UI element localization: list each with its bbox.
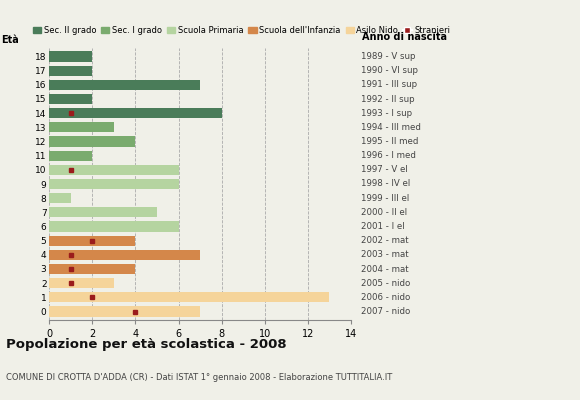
Bar [49,150,92,161]
Bar [49,236,136,246]
Text: 2004 - mat: 2004 - mat [361,264,408,274]
Text: 2000 - II el: 2000 - II el [361,208,407,217]
Bar [49,108,222,118]
Text: Anno di nascita: Anno di nascita [362,32,448,42]
Text: COMUNE DI CROTTA D'ADDA (CR) - Dati ISTAT 1° gennaio 2008 - Elaborazione TUTTITA: COMUNE DI CROTTA D'ADDA (CR) - Dati ISTA… [6,373,392,382]
Bar [49,51,92,62]
Text: 2006 - nido: 2006 - nido [361,293,410,302]
Text: 1989 - V sup: 1989 - V sup [361,52,415,61]
Text: 1998 - IV el: 1998 - IV el [361,180,410,188]
Bar [49,179,179,189]
Bar [49,136,136,146]
Bar [49,80,200,90]
Bar [49,250,200,260]
Bar [49,264,136,274]
Text: Età: Età [1,35,19,45]
Bar [49,278,114,288]
Text: Popolazione per età scolastica - 2008: Popolazione per età scolastica - 2008 [6,338,287,351]
Bar [49,122,114,132]
Text: 2005 - nido: 2005 - nido [361,279,410,288]
Text: 1990 - VI sup: 1990 - VI sup [361,66,418,75]
Text: 2003 - mat: 2003 - mat [361,250,408,259]
Text: 2001 - I el: 2001 - I el [361,222,404,231]
Bar [49,193,71,203]
Text: 2002 - mat: 2002 - mat [361,236,408,245]
Text: 1992 - II sup: 1992 - II sup [361,94,414,104]
Text: 1991 - III sup: 1991 - III sup [361,80,417,89]
Text: 2007 - nido: 2007 - nido [361,307,410,316]
Bar [49,221,179,232]
Text: 1993 - I sup: 1993 - I sup [361,109,412,118]
Bar [49,165,179,175]
Bar [49,292,329,302]
Text: 1994 - III med: 1994 - III med [361,123,420,132]
Bar [49,306,200,317]
Text: 1999 - III el: 1999 - III el [361,194,409,203]
Bar [49,66,92,76]
Text: 1995 - II med: 1995 - II med [361,137,418,146]
Bar [49,207,157,218]
Text: 1996 - I med: 1996 - I med [361,151,416,160]
Text: 1997 - V el: 1997 - V el [361,165,408,174]
Legend: Sec. II grado, Sec. I grado, Scuola Primaria, Scuola dell'Infanzia, Asilo Nido, : Sec. II grado, Sec. I grado, Scuola Prim… [30,23,454,38]
Bar [49,94,92,104]
